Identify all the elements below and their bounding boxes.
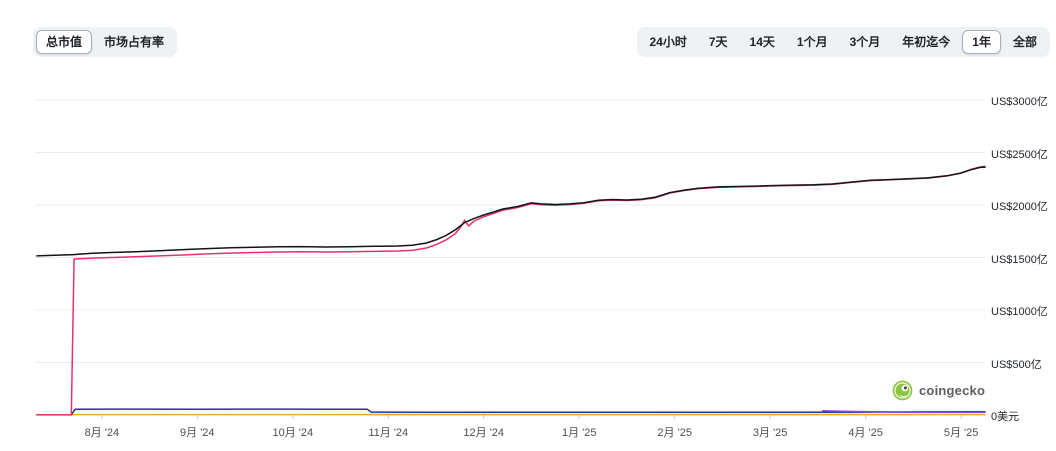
x-axis-tick-label: 1月 '25 bbox=[561, 427, 597, 439]
line-series-navy bbox=[70, 408, 986, 416]
y-axis-tick-label: US$1000亿 bbox=[991, 306, 1048, 318]
tab-total-market-cap[interactable]: 总市值 bbox=[36, 30, 93, 55]
tab-market-share[interactable]: 市场占有率 bbox=[94, 30, 174, 54]
range-3m-button[interactable]: 3个月 bbox=[840, 30, 891, 54]
line-series-black bbox=[36, 166, 986, 257]
x-axis-tick-label: 11月 '24 bbox=[368, 427, 409, 439]
y-axis-tick-label: 0美元 bbox=[991, 411, 1020, 423]
y-axis-tick-label: US$1500亿 bbox=[991, 253, 1048, 266]
x-axis-tick-label: 4月 '25 bbox=[848, 427, 883, 439]
x-axis-tick-label: 8月 '24 bbox=[84, 427, 120, 439]
coingecko-watermark: coingecko bbox=[892, 380, 985, 401]
range-all-button[interactable]: 全部 bbox=[1003, 30, 1047, 54]
y-axis-tick-label: US$3000亿 bbox=[991, 96, 1048, 108]
y-axis-tick-label: US$2000亿 bbox=[991, 201, 1048, 213]
x-axis-tick-label: 10月 '24 bbox=[272, 427, 314, 439]
line-series-magenta bbox=[36, 165, 986, 416]
range-7d-button[interactable]: 7天 bbox=[699, 30, 738, 54]
range-1m-button[interactable]: 1个月 bbox=[787, 30, 838, 54]
x-axis-tick-label: 3月 '25 bbox=[752, 427, 788, 439]
chart-toolbar: 总市值 市场占有率 24小时 7天 14天 1个月 3个月 年初迄今 1年 全部 bbox=[33, 27, 1050, 58]
range-1y-button[interactable]: 1年 bbox=[962, 30, 1001, 55]
watermark-text: coingecko bbox=[919, 383, 986, 398]
y-axis-tick-label: US$2500亿 bbox=[991, 148, 1048, 161]
x-axis-tick-label: 12月 '24 bbox=[463, 427, 505, 439]
x-axis-tick-label: 5月 '25 bbox=[943, 427, 979, 439]
coingecko-logo-icon bbox=[892, 380, 913, 401]
x-axis-tick-label: 9月 '24 bbox=[180, 427, 215, 439]
range-24h-button[interactable]: 24小时 bbox=[640, 30, 697, 54]
range-14d-button[interactable]: 14天 bbox=[740, 30, 785, 54]
x-axis-tick-label: 2月 '25 bbox=[657, 427, 692, 439]
time-range-group: 24小时 7天 14天 1个月 3个月 年初迄今 1年 全部 bbox=[636, 27, 1050, 58]
line-series-purple bbox=[821, 410, 986, 414]
y-axis-tick-label: US$500亿 bbox=[991, 358, 1042, 371]
range-ytd-button[interactable]: 年初迄今 bbox=[892, 30, 960, 54]
metric-toggle-group: 总市值 市场占有率 bbox=[33, 27, 178, 58]
